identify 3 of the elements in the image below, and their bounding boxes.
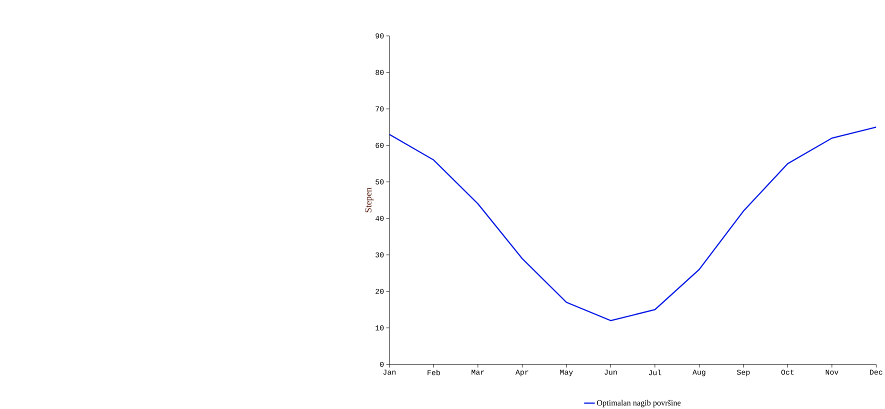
line-series	[389, 126, 876, 322]
y-axis-title: Stepen	[365, 188, 374, 212]
legend-label: Optimalan nagib površine	[597, 400, 681, 408]
